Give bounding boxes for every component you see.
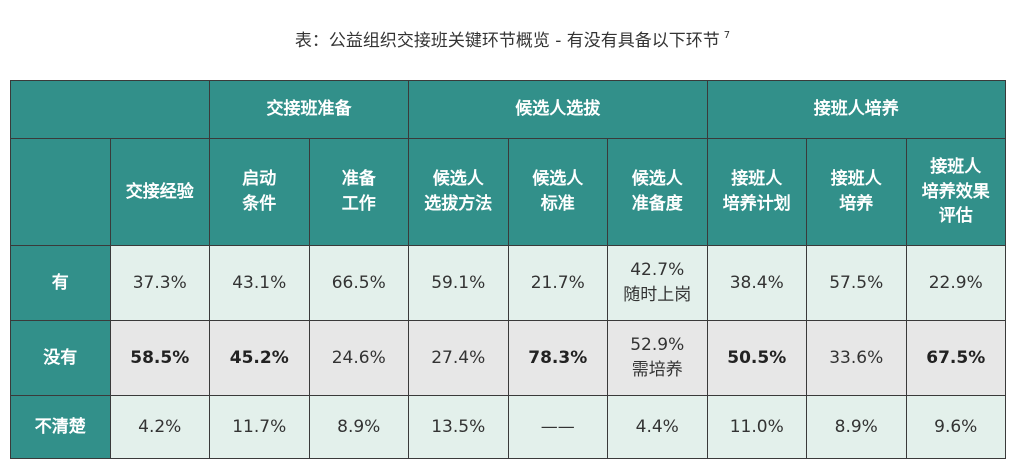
data-cell: 57.5% (806, 245, 907, 321)
header-cell (10, 138, 111, 246)
header-cell: 启动 条件 (209, 138, 310, 246)
row-label: 不清楚 (10, 395, 111, 459)
data-cell: 67.5% (905, 320, 1006, 396)
header-cell: 候选人 选拔方法 (408, 138, 509, 246)
data-cell: —— (507, 395, 608, 459)
row-label: 没有 (10, 320, 111, 396)
header-cell: 候选人 准备度 (607, 138, 708, 246)
data-cell: 9.6% (905, 395, 1006, 459)
data-cell: 8.9% (806, 395, 907, 459)
data-cell: 66.5% (308, 245, 409, 321)
data-cell: 37.3% (109, 245, 210, 321)
data-cell: 78.3% (507, 320, 608, 396)
title-text: 表：公益组织交接班关键环节概览 - 有没有具备以下环节 (294, 31, 720, 51)
footnote-ref: 7 (723, 30, 731, 41)
group-header-cell: 交接班准备 (209, 80, 409, 139)
header-cell: 候选人 标准 (507, 138, 608, 246)
group-header-row: 交接班准备 候选人选拔 接班人培养 (10, 80, 1006, 139)
data-row: 不清楚 4.2% 11.7% 8.9% 13.5% —— 4.4% 11.0% 8.9% 9.6% (10, 395, 1006, 459)
header-cell: 接班人 培养 (806, 138, 907, 246)
data-cell: 13.5% (408, 395, 509, 459)
header-cell: 接班人 培养效果 评估 (905, 138, 1006, 246)
data-cell: 50.5% (706, 320, 807, 396)
header-cell: 接班人 培养计划 (706, 138, 807, 246)
data-cell: 4.4% (607, 395, 708, 459)
data-cell: 58.5% (109, 320, 210, 396)
group-header-cell: 候选人选拔 (408, 80, 708, 139)
data-cell: 21.7% (507, 245, 608, 321)
data-cell: 11.0% (706, 395, 807, 459)
header-cell: 准备 工作 (308, 138, 409, 246)
group-header-cell: 接班人培养 (706, 80, 1006, 139)
data-cell: 24.6% (308, 320, 409, 396)
data-cell: 52.9% 需培养 (607, 320, 708, 396)
data-cell: 33.6% (806, 320, 907, 396)
data-row: 没有 58.5% 45.2% 24.6% 27.4% 78.3% 52.9% 需培养 50.5… (10, 320, 1006, 396)
data-cell: 43.1% (209, 245, 310, 321)
data-cell: 22.9% (905, 245, 1006, 321)
table-title: 表：公益组织交接班关键环节概览 - 有没有具备以下环节 7 (0, 26, 1025, 51)
data-cell: 27.4% (408, 320, 509, 396)
table: 交接班准备 候选人选拔 接班人培养 交接经验 启动 条件 准备 工作 候选人 选拔方法 候选人… (10, 80, 1006, 459)
header-row: 交接经验 启动 条件 准备 工作 候选人 选拔方法 候选人 标准 候选人 准备度 接班人 培… (10, 138, 1006, 246)
data-cell: 8.9% (308, 395, 409, 459)
data-cell: 42.7% 随时上岗 (607, 245, 708, 321)
data-cell: 38.4% (706, 245, 807, 321)
data-row: 有 37.3% 43.1% 66.5% 59.1% 21.7% 42.7% 随时上岗 38.4… (10, 245, 1006, 321)
data-cell: 45.2% (209, 320, 310, 396)
data-cell: 59.1% (408, 245, 509, 321)
data-cell: 11.7% (209, 395, 310, 459)
row-label: 有 (10, 245, 111, 321)
group-header-cell (10, 80, 210, 139)
header-cell: 交接经验 (109, 138, 210, 246)
data-cell: 4.2% (109, 395, 210, 459)
